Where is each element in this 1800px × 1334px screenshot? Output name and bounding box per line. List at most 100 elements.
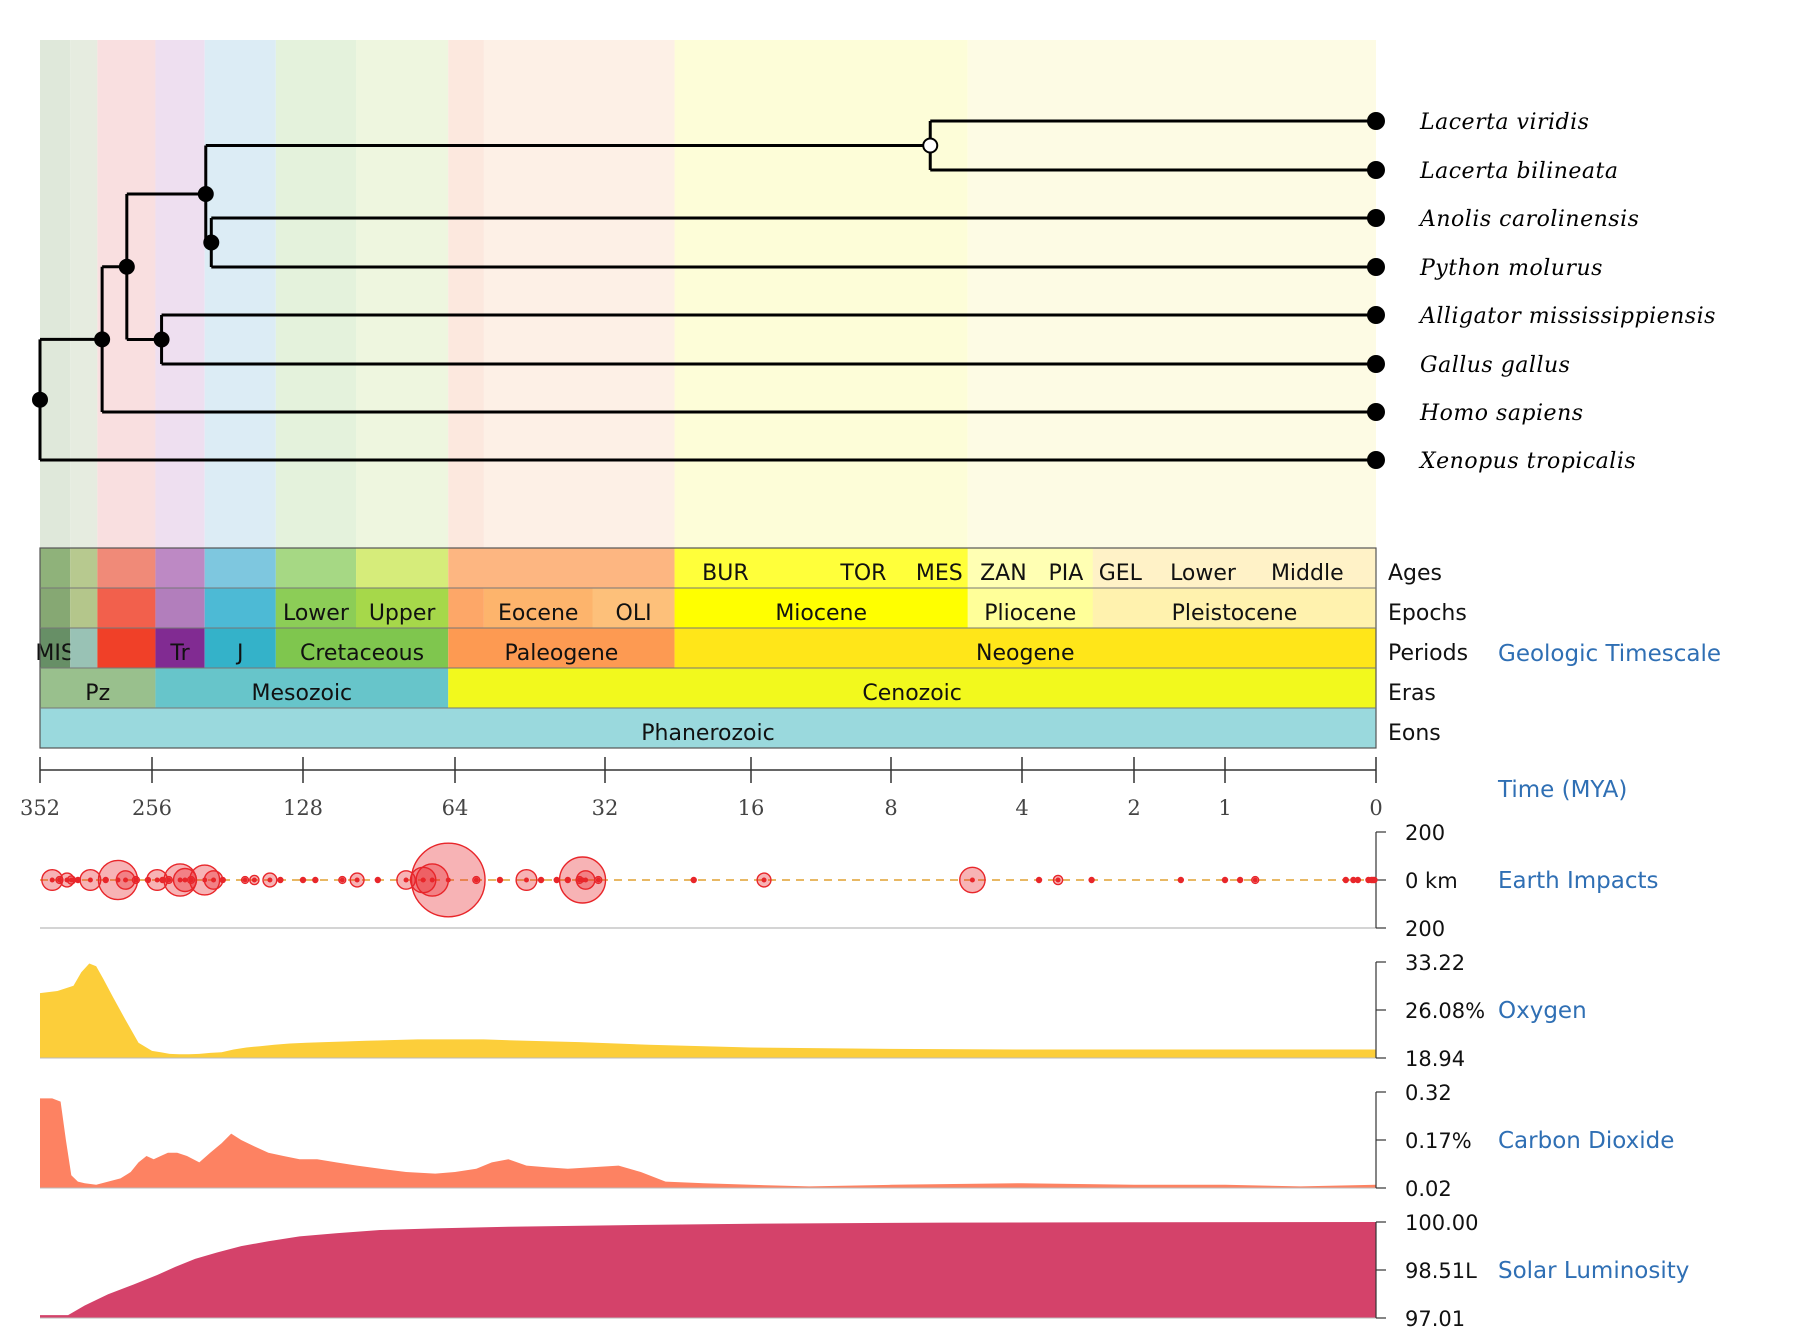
species-label-alligator-mississippiensis[interactable]: Alligator mississippiensis [1418,304,1716,329]
age-label-middle: Middle [1271,561,1344,586]
impact-crater-center [497,877,503,883]
tree-tip-xenopus-tropicalis [1367,451,1385,469]
era-label-pz: Pz [85,681,110,706]
tree-node-open [922,137,939,154]
epoch-band-oli [592,588,675,628]
tree-tips [1367,112,1385,469]
impact-crater-center [375,877,381,883]
species-label-lacerta-viridis[interactable]: Lacerta viridis [1419,110,1589,135]
age-label-tor: TOR [839,561,886,586]
time-axis-tick-label-0: 0 [1369,796,1382,820]
species-label-gallus-gallus[interactable]: Gallus gallus [1420,353,1570,378]
tree-background-time-gradient [40,40,1376,548]
epoch-band-lower [275,588,357,628]
tree-node [118,258,135,275]
impact-crater-center [420,877,426,883]
tree-nodes [32,137,939,408]
background-band [40,40,71,548]
tree-tip-lacerta-bilineata [1367,161,1385,179]
age-band [40,548,71,588]
impact-crater-center [251,877,257,883]
carbon-dioxide-label[interactable]: Carbon Dioxide [1498,1128,1674,1154]
impact-crater-center [445,877,451,883]
background-band [448,40,484,548]
species-label-xenopus-tropicalis[interactable]: Xenopus tropicalis [1418,449,1636,474]
timescale-ages-row: BUR TOR MES ZAN PIA GEL Lower Middle [40,548,1376,588]
age-band [356,548,449,588]
impact-crater-center [75,877,81,883]
oxygen-label[interactable]: Oxygen [1498,998,1587,1024]
time-axis-tick-label-32: 32 [592,796,619,820]
epoch-band [204,588,276,628]
oxygen-axis-mid: 26.08% [1405,999,1485,1023]
impact-crater-center [1343,877,1349,883]
time-axis-tick-label-1: 1 [1218,796,1231,820]
impact-crater-center [1178,877,1184,883]
age-label-gel: GEL [1099,561,1143,586]
epoch-label-lower: Lower [283,601,350,626]
tree-tip-python-molurus [1367,258,1385,276]
phylogenetic-tree [38,119,1376,462]
time-axis-tick-label-256: 256 [132,796,172,820]
impact-crater-center [595,877,601,883]
period-label-tr: Tr [169,641,190,666]
epoch-band [448,588,484,628]
row-label-eons: Eons [1388,721,1441,746]
impact-crater-center [123,877,129,883]
impact-crater-center [220,877,226,883]
solar-luminosity-label[interactable]: Solar Luminosity [1498,1258,1689,1284]
species-label-lacerta-bilineata[interactable]: Lacerta bilineata [1419,159,1619,184]
tree-tip-lacerta-viridis [1367,112,1385,130]
impact-crater-center [969,877,975,883]
earth-impacts-label[interactable]: Earth Impacts [1498,868,1659,894]
time-axis-tick-label-128: 128 [283,796,323,820]
period-label-j: J [235,641,244,666]
background-band [967,40,1376,548]
impact-crater-center [1252,877,1258,883]
age-band [448,548,675,588]
impact-crater-center [691,877,697,883]
era-label-mesozoic: Mesozoic [252,681,353,706]
oxygen-panel [40,961,1386,1059]
lum-area [40,1222,1376,1318]
tree-tip-gallus-gallus [1367,355,1385,373]
timescale-eras-row: Pz Mesozoic Cenozoic [40,668,1377,708]
age-band [275,548,357,588]
impact-crater-center [1222,877,1228,883]
epoch-band-pliocene [967,588,1093,628]
epoch-label-miocene: Miocene [775,601,867,626]
species-label-anolis-carolinensis[interactable]: Anolis carolinensis [1418,207,1639,232]
period-band-j [204,628,276,668]
species-labels: Lacerta viridis Lacerta bilineata Anolis… [1418,110,1716,474]
oxygen-axis-top: 33.22 [1405,951,1465,975]
impact-crater-center [565,877,571,883]
timescale-periods-row: MIS Tr J Cretaceous Paleogene Neogene [35,628,1376,668]
tree-node [153,331,170,348]
solar-luminosity-panel [40,1221,1386,1319]
row-label-ages: Ages [1388,561,1442,586]
species-label-homo-sapiens[interactable]: Homo sapiens [1419,401,1584,426]
timescale-eons-row: Phanerozoic [40,708,1376,748]
impacts-axis-bottom: 200 [1405,917,1445,941]
tree-node [203,234,220,251]
period-label-mis: MIS [35,641,74,666]
geologic-timescale-label[interactable]: Geologic Timescale [1498,641,1721,667]
period-label-paleogene: Paleogene [504,641,618,666]
impact-crater-center [1371,877,1377,883]
timescale-border [39,547,1377,749]
period-label-neogene: Neogene [976,641,1074,666]
luminosity-axis-mid: 98.51L [1405,1259,1477,1283]
species-label-python-molurus[interactable]: Python molurus [1419,256,1603,281]
epoch-label-oli: OLI [616,601,652,626]
epoch-band [40,588,71,628]
background-band [204,40,276,548]
impacts-axis-mid: 0 km [1405,869,1458,893]
impact-crater-center [1055,877,1061,883]
co2-axis-bottom: 0.02 [1405,1177,1452,1201]
epoch-band-miocene [674,588,968,628]
impact-crater-center [554,877,560,883]
time-axis-label: Time (MYA) [1497,777,1627,803]
epoch-band [155,588,205,628]
age-band [70,548,98,588]
impact-crater-center [403,877,409,883]
